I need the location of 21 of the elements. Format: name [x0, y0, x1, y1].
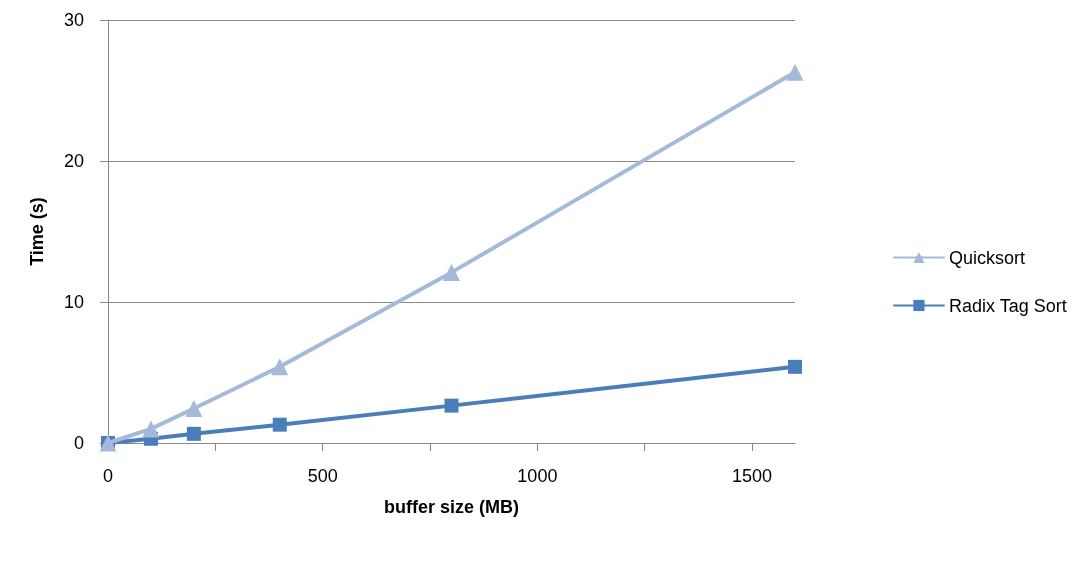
point	[786, 63, 804, 81]
y-tick-label: 30	[63, 10, 84, 30]
x-tick-label: 1500	[732, 466, 773, 486]
point	[272, 417, 287, 432]
y-tick-label: 20	[63, 151, 84, 171]
y-tick-label: 10	[63, 292, 84, 312]
y-tick-label: 0	[73, 433, 84, 453]
point	[271, 358, 289, 376]
x-tick-label: 0	[102, 466, 114, 486]
legend-label: Quicksort	[948, 247, 1025, 268]
legend-label: Radix Tag Sort	[948, 295, 1067, 316]
point	[186, 426, 201, 441]
point	[185, 399, 203, 417]
point	[444, 398, 459, 413]
point	[788, 359, 802, 374]
point	[443, 263, 460, 281]
y-axis-title: Time (s)	[27, 197, 47, 266]
x-axis-title: buffer size (MB)	[384, 497, 520, 517]
x-tick-label: 1000	[517, 466, 558, 486]
x-tick-label: 500	[307, 466, 338, 486]
point	[142, 420, 160, 438]
